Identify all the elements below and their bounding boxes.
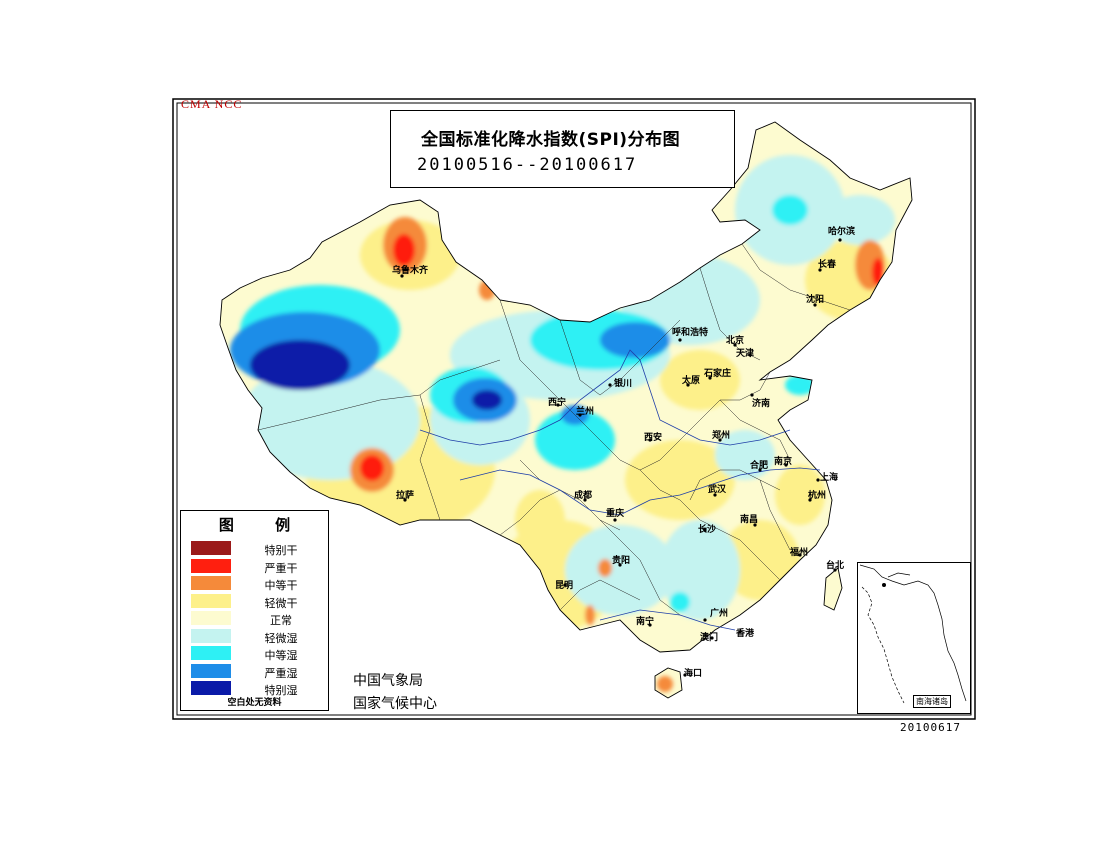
city-label: 北京 [726, 336, 745, 346]
city-label: 沈阳 [806, 295, 825, 305]
legend-item: 正常 [191, 611, 321, 627]
legend-title: 图 例 [218, 516, 309, 534]
city-label: 长沙 [698, 525, 717, 535]
city-label: 海口 [684, 669, 703, 679]
city-label: 合肥 [750, 461, 769, 471]
inset-map [859, 564, 967, 704]
legend-label: 中等干 [264, 579, 298, 592]
date-range: 20100516--20100617 [417, 155, 638, 175]
city-label: 石家庄 [704, 369, 732, 379]
org-cma: 中国气象局 [353, 673, 423, 689]
legend-item: 轻微干 [191, 593, 321, 610]
province-borders [257, 243, 851, 616]
city-label: 杭州 [808, 491, 827, 501]
legend-label: 中等湿 [264, 649, 298, 662]
city-label: 太原 [682, 376, 701, 386]
city-label: 南京 [774, 457, 793, 467]
inset-label: 南海诸岛 [913, 695, 951, 708]
legend-swatch [191, 663, 231, 678]
legend-label: 正常 [270, 614, 292, 627]
legend-item: 轻微湿 [191, 628, 321, 645]
city-label: 长春 [818, 260, 837, 270]
city-label: 成都 [574, 491, 593, 501]
city-label: 台北 [826, 561, 845, 571]
legend-label: 特别干 [264, 544, 298, 557]
city-label: 郑州 [712, 431, 731, 441]
south-china-sea-inset: 南海诸岛 [857, 562, 971, 714]
city-label: 兰州 [576, 407, 595, 417]
date-stamp: 20100617 [900, 721, 961, 734]
city-label: 香港 [736, 629, 755, 639]
agency-tag: CMA NCC [181, 97, 243, 111]
legend: 图 例 特别干严重干中等干轻微干正常轻微湿中等湿严重湿特别湿 空白处无资料 [180, 510, 329, 711]
legend-swatch [191, 558, 231, 573]
outer-frame [172, 98, 976, 720]
city-label: 银川 [614, 379, 633, 389]
city-label: 南宁 [636, 617, 655, 627]
legend-swatch [191, 646, 231, 660]
legend-swatch [191, 628, 231, 643]
city-label: 贵阳 [612, 556, 631, 566]
legend-label: 严重湿 [264, 666, 298, 680]
legend-swatch [191, 611, 231, 625]
inner-frame [176, 102, 972, 716]
rivers [419, 349, 821, 631]
city-label: 澳门 [700, 633, 719, 643]
legend-item: 特别湿 [191, 681, 321, 697]
map-title: 全国标准化降水指数(SPI)分布图 [421, 130, 681, 150]
city-label: 西宁 [548, 398, 567, 408]
city-label: 武汉 [708, 485, 727, 495]
title-box: 全国标准化降水指数(SPI)分布图 20100516--20100617 [390, 110, 735, 188]
legend-label: 特别湿 [264, 684, 298, 697]
legend-item: 严重湿 [191, 663, 321, 680]
legend-swatch [191, 593, 231, 608]
city-label: 乌鲁木齐 [392, 266, 429, 276]
legend-label: 严重干 [264, 561, 298, 575]
legend-swatch [191, 541, 231, 555]
city-label: 南昌 [740, 515, 759, 525]
legend-item: 中等干 [191, 576, 321, 592]
legend-item: 特别干 [191, 541, 321, 557]
city-label: 天津 [736, 349, 755, 359]
city-label: 西安 [644, 433, 663, 443]
legend-item: 严重干 [191, 558, 321, 575]
legend-item: 中等湿 [191, 646, 321, 662]
city-label: 昆明 [555, 581, 574, 591]
city-label: 济南 [752, 399, 771, 409]
city-label: 广州 [710, 609, 729, 619]
city-label: 哈尔滨 [828, 227, 856, 237]
legend-note: 空白处无资料 [227, 698, 282, 708]
city-label: 福州 [790, 548, 809, 558]
city-label: 重庆 [606, 509, 625, 519]
legend-swatch [191, 576, 231, 590]
legend-label: 轻微干 [264, 596, 298, 610]
legend-label: 轻微湿 [264, 631, 298, 645]
org-ncc: 国家气候中心 [353, 696, 437, 712]
city-markers [400, 238, 842, 677]
city-label: 呼和浩特 [672, 328, 709, 338]
legend-swatch [191, 681, 231, 695]
city-label: 拉萨 [396, 491, 415, 501]
city-label: 上海 [820, 473, 839, 483]
